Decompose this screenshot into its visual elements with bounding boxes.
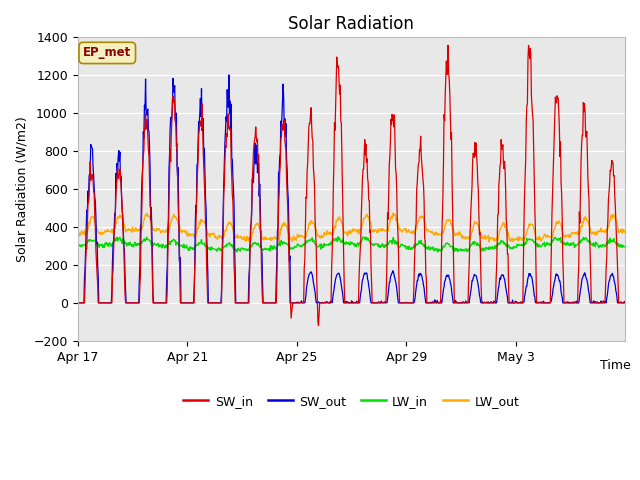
LW_in xyxy=(334,234,342,240)
LW_out xyxy=(175,221,183,227)
SW_in xyxy=(397,300,404,306)
LW_out xyxy=(621,228,629,234)
LW_out xyxy=(301,234,308,240)
SW_in xyxy=(301,257,308,263)
SW_out xyxy=(225,72,233,78)
X-axis label: Time: Time xyxy=(600,359,630,372)
SW_out xyxy=(603,295,611,301)
Line: SW_out: SW_out xyxy=(77,75,625,303)
LW_in xyxy=(100,243,108,249)
LW_in xyxy=(397,241,404,247)
SW_in xyxy=(100,300,108,306)
SW_out xyxy=(397,300,404,306)
SW_out xyxy=(175,256,183,262)
LW_in xyxy=(604,241,611,247)
SW_out xyxy=(595,300,602,306)
SW_in xyxy=(621,300,629,306)
SW_out xyxy=(100,300,108,306)
Title: Solar Radiation: Solar Radiation xyxy=(289,15,414,33)
Line: SW_in: SW_in xyxy=(77,45,625,325)
SW_in xyxy=(604,227,611,233)
LW_in xyxy=(74,243,81,249)
LW_in xyxy=(175,243,183,249)
SW_out xyxy=(74,300,81,306)
LW_in xyxy=(301,242,308,248)
SW_in xyxy=(315,323,323,328)
LW_out xyxy=(74,232,81,238)
Line: LW_in: LW_in xyxy=(77,237,625,252)
LW_out xyxy=(389,210,397,216)
LW_out xyxy=(595,228,603,234)
SW_in xyxy=(595,300,603,306)
LW_out xyxy=(485,239,493,245)
LW_out xyxy=(604,225,611,231)
SW_out xyxy=(301,297,309,302)
LW_in xyxy=(595,245,603,251)
SW_in xyxy=(74,300,81,306)
LW_out xyxy=(397,228,404,233)
LW_in xyxy=(621,244,629,250)
SW_in xyxy=(444,42,452,48)
Line: LW_out: LW_out xyxy=(77,213,625,242)
Text: EP_met: EP_met xyxy=(83,47,131,60)
LW_in xyxy=(434,249,442,255)
LW_out xyxy=(100,230,108,236)
SW_in xyxy=(175,231,183,237)
Y-axis label: Solar Radiation (W/m2): Solar Radiation (W/m2) xyxy=(15,116,28,262)
SW_out xyxy=(621,300,629,305)
Legend: SW_in, SW_out, LW_in, LW_out: SW_in, SW_out, LW_in, LW_out xyxy=(179,390,524,412)
